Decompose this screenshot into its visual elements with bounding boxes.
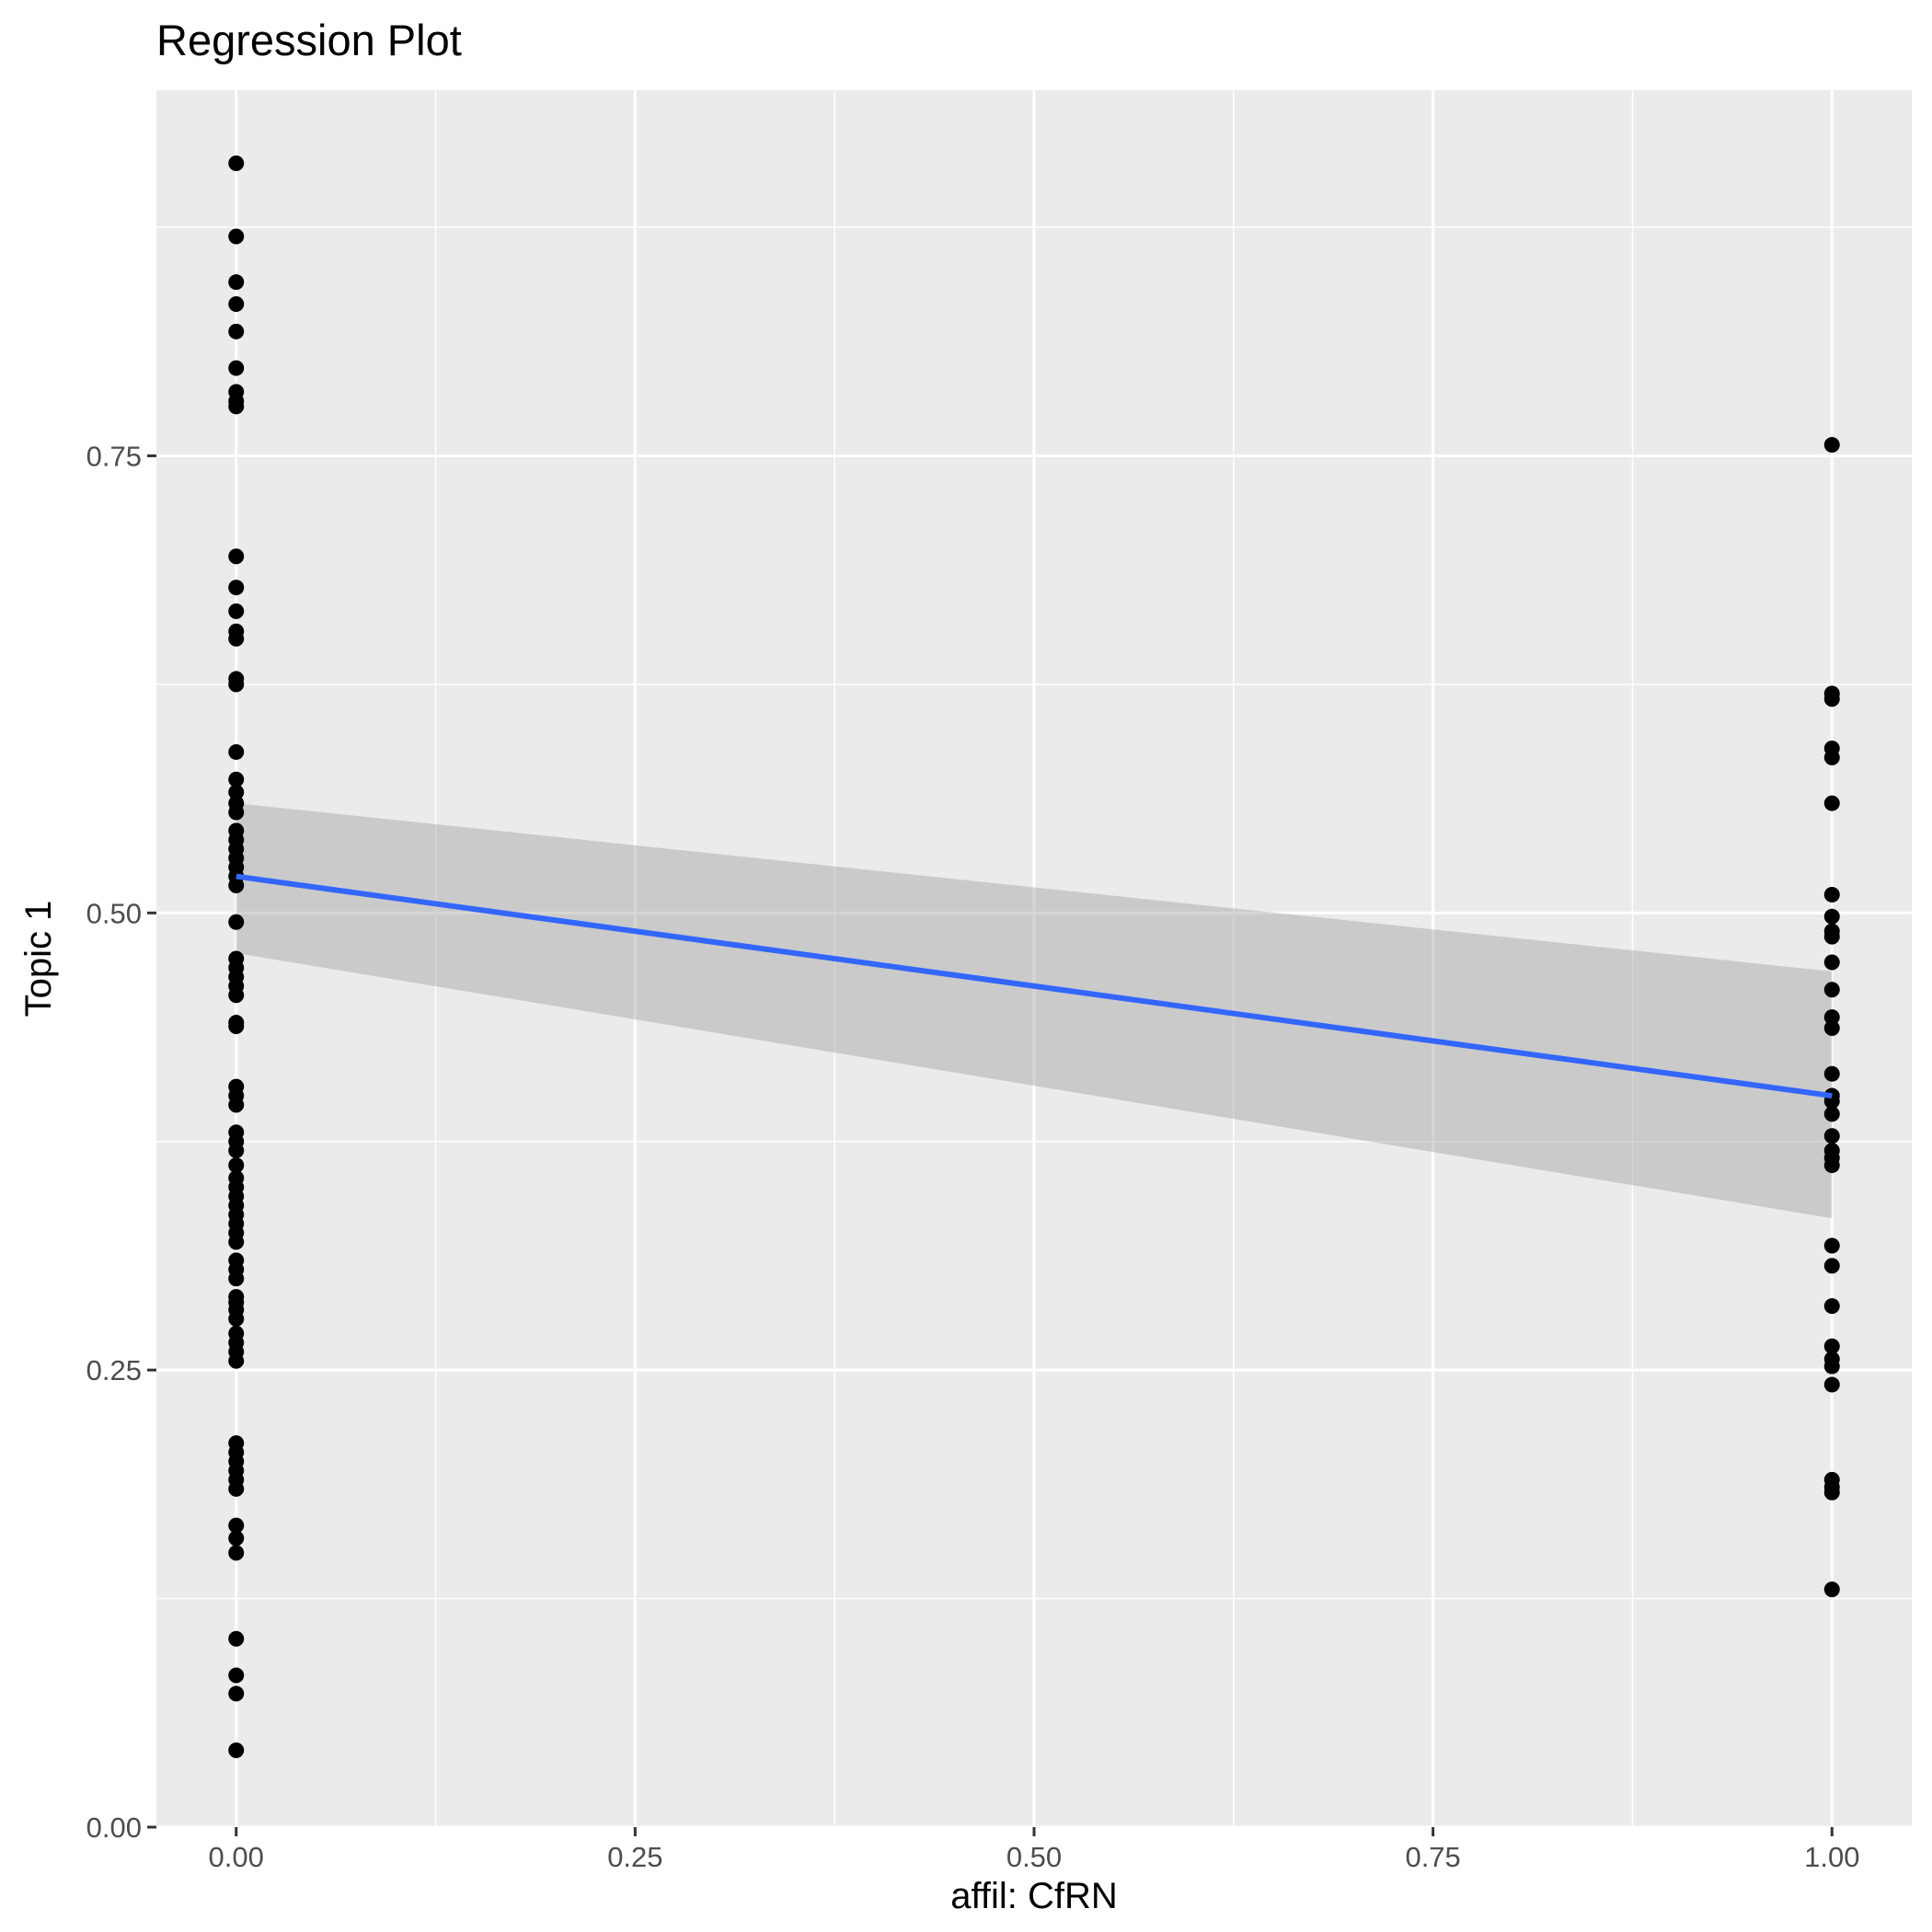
data-point	[1823, 1338, 1840, 1354]
data-point	[228, 771, 245, 788]
x-tick-label: 0.50	[1006, 1841, 1062, 1873]
data-point	[1823, 1258, 1840, 1274]
data-point	[1823, 1376, 1840, 1393]
data-point	[1823, 908, 1840, 925]
data-point	[228, 1143, 245, 1159]
y-tick-labels: 0.00 0.25 0.50 0.75	[86, 440, 142, 1844]
data-point	[228, 1311, 245, 1328]
data-point	[1823, 886, 1840, 903]
data-point	[1823, 1484, 1840, 1501]
data-point	[1823, 437, 1840, 454]
data-point	[228, 1018, 245, 1035]
data-point	[228, 228, 245, 245]
data-point	[1823, 749, 1840, 765]
data-point	[228, 274, 245, 291]
data-point	[1823, 1128, 1840, 1144]
data-point	[228, 1234, 245, 1250]
data-point	[1823, 795, 1840, 811]
x-axis-title: affil: CfRN	[950, 1876, 1118, 1916]
confidence-band	[236, 803, 1833, 1219]
data-point	[228, 1352, 245, 1369]
data-point	[228, 580, 245, 596]
y-tick-label: 0.75	[86, 440, 142, 472]
x-tick-label: 0.00	[209, 1841, 264, 1873]
data-point	[228, 914, 245, 930]
data-point	[1823, 954, 1840, 971]
data-point	[1823, 1237, 1840, 1254]
data-point	[1823, 1009, 1840, 1026]
data-point	[1823, 982, 1840, 998]
data-point	[1823, 1298, 1840, 1315]
data-point	[228, 743, 245, 760]
data-point	[228, 1097, 245, 1113]
data-point	[1823, 1106, 1840, 1122]
data-point	[228, 1630, 245, 1647]
data-point	[228, 878, 245, 894]
x-tick-label: 0.25	[607, 1841, 662, 1873]
x-tick-label: 0.75	[1405, 1841, 1460, 1873]
data-point	[228, 1742, 245, 1759]
data-point	[1823, 1065, 1840, 1082]
chart-title: Regression Plot	[156, 16, 462, 64]
data-point	[228, 1157, 245, 1174]
confidence-band-layer	[236, 803, 1833, 1219]
data-point	[1823, 1358, 1840, 1374]
data-point	[228, 155, 245, 171]
y-tick-label: 0.00	[86, 1811, 142, 1844]
x-tick-labels: 0.00 0.25 0.50 0.75 1.00	[209, 1841, 1860, 1873]
regression-line	[236, 873, 1833, 1099]
data-point	[1823, 1581, 1840, 1598]
data-point	[228, 1480, 245, 1497]
data-point	[228, 1530, 245, 1547]
data-point	[228, 1271, 245, 1287]
data-point	[228, 1545, 245, 1561]
data-point	[228, 548, 245, 565]
axis-ticks	[147, 454, 1834, 1836]
y-tick-label: 0.50	[86, 897, 142, 929]
points-layer	[228, 155, 1840, 1759]
data-point	[228, 323, 245, 339]
data-point	[228, 603, 245, 619]
data-point	[228, 630, 245, 647]
data-point	[228, 296, 245, 313]
data-point	[228, 1685, 245, 1702]
data-point	[228, 398, 245, 415]
data-point	[1823, 928, 1840, 945]
data-point	[228, 676, 245, 693]
x-tick-label: 1.00	[1804, 1841, 1859, 1873]
y-tick-label: 0.25	[86, 1354, 142, 1386]
data-point	[228, 804, 245, 821]
data-point	[228, 784, 245, 800]
y-axis-title: Topic 1	[18, 901, 59, 1018]
data-point	[1823, 1157, 1840, 1174]
data-point	[228, 360, 245, 376]
data-point	[1823, 691, 1840, 707]
data-point	[228, 987, 245, 1004]
fit-line-layer	[236, 873, 1833, 1099]
data-point	[228, 1517, 245, 1534]
data-point	[1823, 1020, 1840, 1037]
data-point	[228, 1667, 245, 1684]
